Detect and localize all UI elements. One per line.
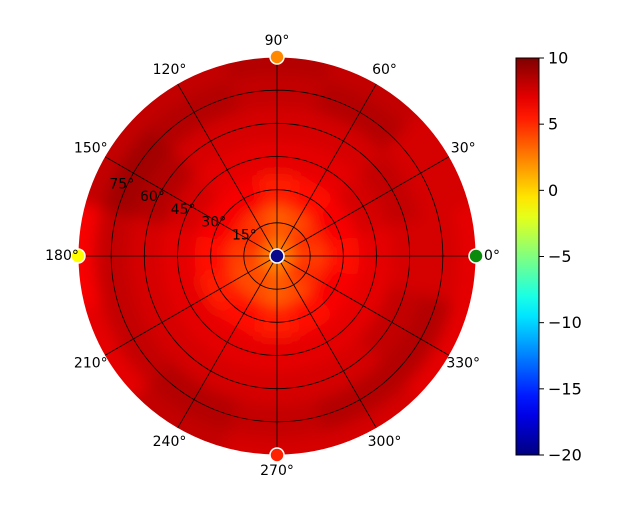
data-marker [70,248,86,264]
theta-grid-line [177,255,278,429]
theta-grid-line [276,255,450,356]
data-marker [468,248,484,264]
theta-grid-line [276,255,377,429]
colorbar-tick-label: −15 [548,379,582,398]
colorbar-ticks: 10 5 0 −5 −10 −15 −20 [539,49,582,465]
data-marker [269,248,285,264]
radial-tick-label: 60° [140,189,165,205]
radial-tick-label: 45° [171,202,196,218]
theta-tick-labels: 0° 30° 60° 90° 120° 150° 180° 210° 240° 270° 300° 3… [45,33,500,479]
colorbar-tick-label: −10 [548,313,582,332]
colorbar-tick-label: −5 [548,247,572,266]
theta-tick-label: 30° [451,141,476,157]
theta-tick-label: 90° [265,33,290,49]
radial-tick-label: 30° [201,215,226,231]
theta-grid-line [276,83,377,257]
theta-grid-line [104,255,278,356]
data-marker [269,447,285,463]
theta-tick-label: 210° [74,356,108,372]
theta-tick-label: 330° [446,356,480,372]
theta-tick-label: 150° [74,141,108,157]
theta-tick-label: 60° [372,62,397,78]
colorbar-tick-label: 0 [548,181,558,200]
theta-tick-label: 0° [484,248,500,264]
colorbar-tick-label: −20 [548,446,582,465]
colorbar-gradient [515,57,540,456]
colorbar: 10 5 0 −5 −10 −15 −20 [515,49,582,465]
theta-grid-line [104,156,278,257]
data-marker [269,49,285,65]
theta-tick-label: 270° [260,463,294,479]
radial-tick-labels: 15° 30° 45° 60° 75° [109,177,256,244]
theta-grid-line [276,156,450,257]
radial-tick-label: 15° [232,227,257,243]
colorbar-tick-label: 10 [548,49,568,68]
colorbar-tick-label: 5 [548,115,558,134]
theta-tick-label: 120° [153,62,187,78]
data-markers [70,49,484,463]
theta-grid-line [177,83,278,257]
theta-tick-label: 180° [45,248,79,264]
theta-tick-label: 240° [153,434,187,450]
theta-tick-label: 300° [368,434,402,450]
radial-tick-label: 75° [109,177,134,193]
